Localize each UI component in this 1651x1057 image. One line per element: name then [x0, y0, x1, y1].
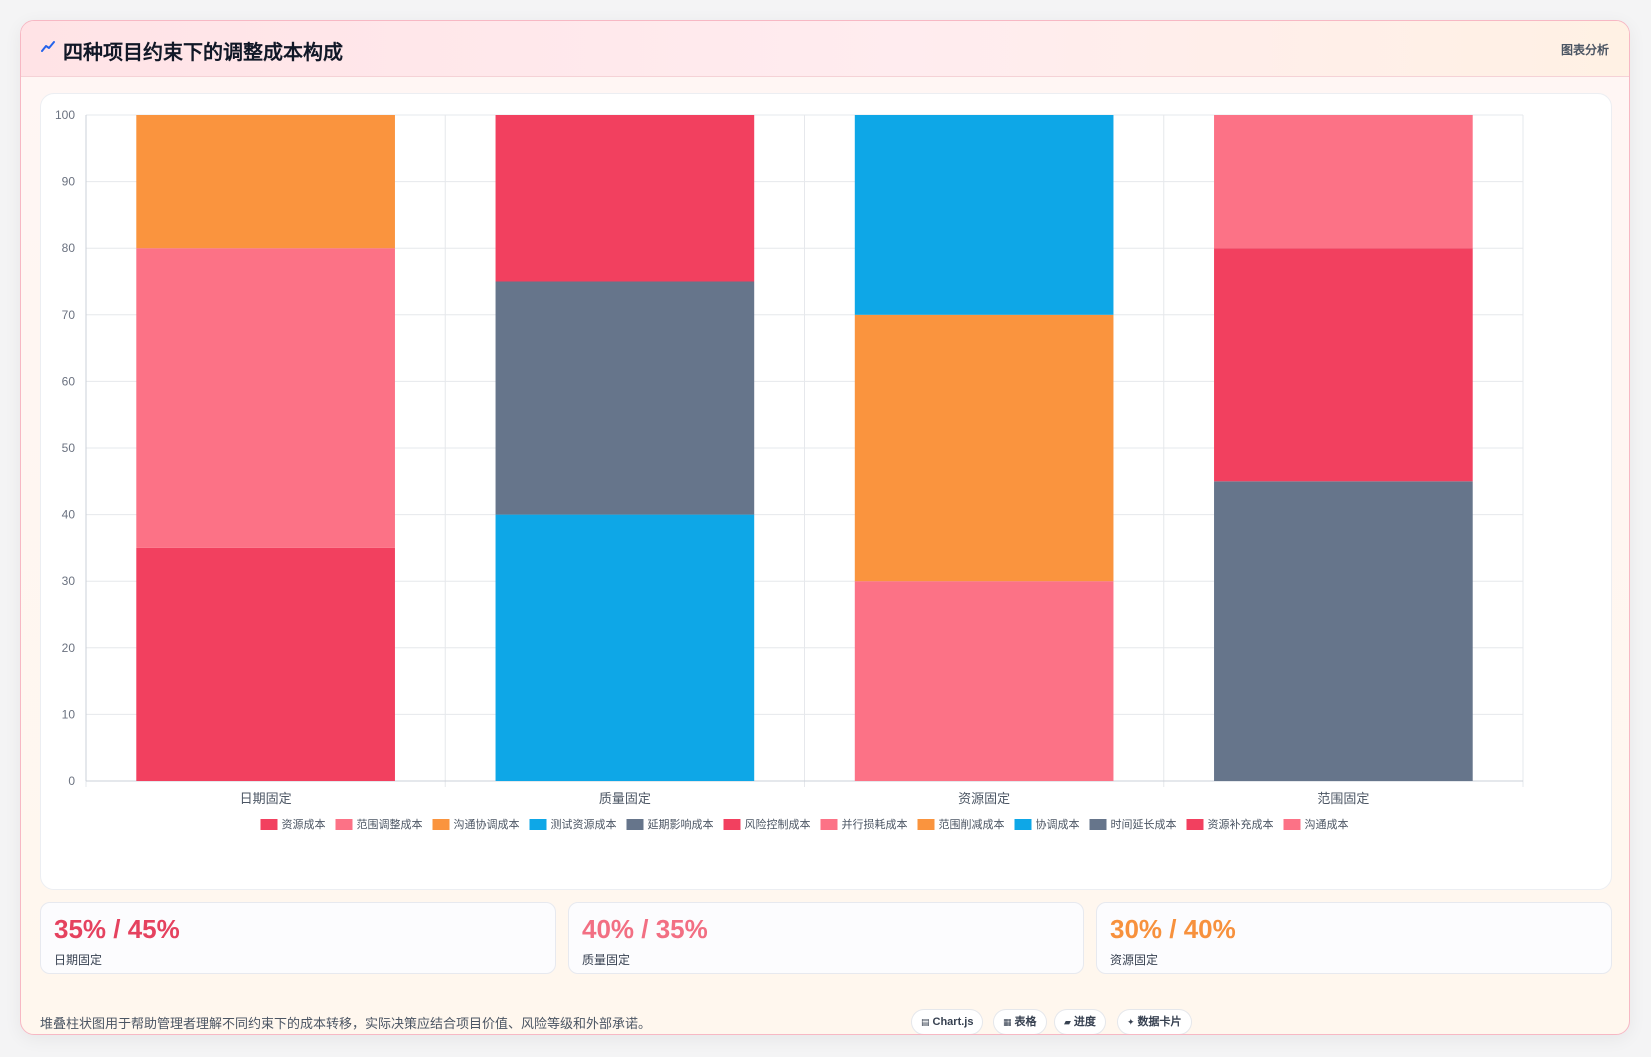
chart-panel: 0 10 20 30 40 50 60 70 80 90 100 日期固定 质量固定 资源固定 范围固定资源…: [40, 93, 1612, 890]
bar-segment: [495, 115, 755, 282]
bar-segment: [854, 581, 1114, 781]
progress-icon: ▰: [1064, 1017, 1071, 1027]
card-tag: 图表分析: [1560, 43, 1609, 57]
legend-label: 延期影响成本: [648, 817, 714, 831]
bar-segment: [1214, 248, 1473, 482]
legend-label: 沟通成本: [1305, 817, 1349, 831]
legend-swatch: [1186, 819, 1204, 830]
legend-swatch: [432, 819, 450, 830]
x-tick-label: 质量固定: [599, 791, 651, 806]
legend-swatch: [820, 819, 838, 830]
y-tick-label: 0: [68, 774, 75, 788]
bar-segment: [1214, 481, 1473, 781]
chip-label: 数据卡片: [1137, 1016, 1182, 1028]
x-tick-label: 资源固定: [958, 791, 1010, 806]
legend-swatch: [723, 819, 741, 830]
trend-icon: [41, 41, 55, 52]
table-icon: ▦: [1003, 1017, 1012, 1027]
card-icon: ✦: [1127, 1017, 1135, 1027]
chip-progress[interactable]: ▰ 进度: [1054, 1009, 1106, 1034]
stat-value: 30% / 40%: [1110, 914, 1236, 944]
bar-segment: [136, 248, 395, 548]
legend-label: 资源成本: [282, 817, 326, 831]
x-tick-label: 日期固定: [240, 791, 292, 806]
x-tick-label: 范围固定: [1317, 791, 1369, 806]
legend-swatch: [335, 819, 353, 830]
bar-segment: [136, 547, 395, 781]
y-tick-label: 60: [62, 374, 76, 388]
legend-swatch: [529, 819, 547, 830]
legend-label: 范围调整成本: [357, 817, 423, 831]
stacked-bar-chart: 0 10 20 30 40 50 60 70 80 90 100 日期固定 质量固定 资源固定 范围固定资源…: [55, 108, 1524, 831]
stat-label: 资源固定: [1110, 953, 1159, 967]
legend-label: 测试资源成本: [551, 817, 617, 831]
legend-label: 时间延长成本: [1111, 817, 1177, 831]
y-tick-label: 70: [62, 308, 76, 322]
y-tick-label: 90: [62, 175, 76, 189]
stat-label: 日期固定: [54, 953, 103, 967]
bar-segment: [854, 115, 1114, 315]
y-tick-label: 100: [55, 108, 75, 122]
stat-card-quality-fixed: 40% / 35% 质量固定: [568, 902, 1084, 974]
footnote: 堆叠柱状图用于帮助管理者理解不同约束下的成本转移，实际决策应结合项目价值、风险等…: [40, 1016, 652, 1031]
chip-label: Chart.js: [932, 1016, 974, 1028]
chart-icon: ▤: [921, 1017, 930, 1027]
card-header: 四种项目约束下的调整成本构成 图表分析: [21, 21, 1629, 77]
legend-label: 资源补充成本: [1208, 817, 1274, 831]
legend-swatch: [260, 819, 278, 830]
bar-segment: [854, 314, 1114, 582]
chip-table[interactable]: ▦ 表格: [993, 1009, 1047, 1034]
stat-label: 质量固定: [582, 953, 631, 967]
legend-label: 风险控制成本: [745, 817, 811, 831]
bar-segment: [136, 115, 395, 249]
chip-label: 进度: [1073, 1016, 1096, 1028]
legend-swatch: [1014, 819, 1032, 830]
legend-label: 沟通协调成本: [454, 817, 520, 831]
chip-label: 表格: [1014, 1016, 1037, 1028]
y-tick-label: 40: [62, 508, 76, 522]
legend-swatch: [917, 819, 935, 830]
chip-data-card[interactable]: ✦ 数据卡片: [1117, 1009, 1192, 1034]
stat-value: 40% / 35%: [582, 914, 708, 944]
chip-chartjs[interactable]: ▤ Chart.js: [911, 1009, 984, 1034]
chart-card: 四种项目约束下的调整成本构成 图表分析 0 10 20 30 40 50 60 70 80 90 1…: [20, 20, 1630, 1035]
y-tick-label: 80: [62, 241, 76, 255]
legend-swatch: [1283, 819, 1301, 830]
stat-card-date-fixed: 35% / 45% 日期固定: [40, 902, 556, 974]
legend-swatch: [1089, 819, 1107, 830]
bar-segment: [495, 514, 755, 781]
y-tick-label: 10: [62, 707, 76, 721]
legend-swatch: [626, 819, 644, 830]
legend-label: 并行损耗成本: [842, 817, 908, 831]
y-tick-label: 20: [62, 641, 76, 655]
stat-card-resource-fixed: 30% / 40% 资源固定: [1096, 902, 1612, 974]
y-tick-label: 50: [62, 441, 76, 455]
stat-value: 35% / 45%: [54, 914, 180, 944]
card-title: 四种项目约束下的调整成本构成: [63, 42, 343, 64]
y-tick-label: 30: [62, 574, 76, 588]
bar-segment: [495, 281, 755, 515]
legend-label: 协调成本: [1036, 817, 1080, 831]
bar-segment: [1214, 115, 1473, 249]
legend-label: 范围削减成本: [939, 817, 1005, 831]
